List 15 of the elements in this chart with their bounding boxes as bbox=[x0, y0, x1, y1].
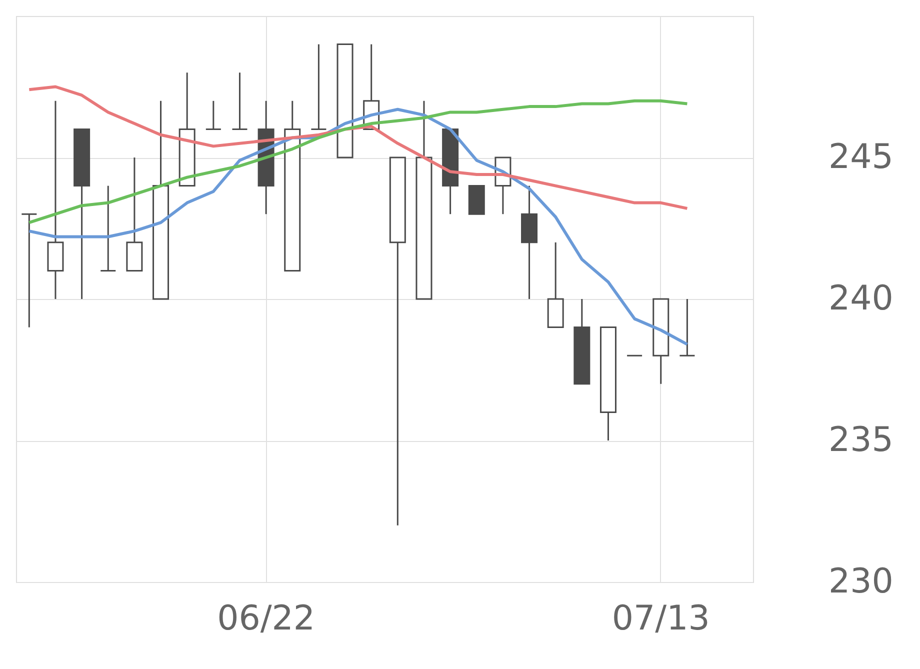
candlestick bbox=[678, 298, 696, 356]
x-tick-label: 07/13 bbox=[612, 598, 710, 638]
candlestick bbox=[310, 44, 327, 130]
line-series bbox=[28, 85, 689, 210]
line-series bbox=[28, 108, 689, 346]
line-series bbox=[28, 99, 689, 224]
candlestick bbox=[100, 185, 116, 272]
y-tick-label: 235 bbox=[828, 420, 894, 460]
candlestick bbox=[231, 72, 248, 130]
y-tick-label: 230 bbox=[828, 562, 894, 602]
candlestick bbox=[205, 100, 222, 130]
y-tick-label: 240 bbox=[828, 278, 894, 318]
y-tick-label: 245 bbox=[828, 137, 894, 177]
x-tick-label: 06/22 bbox=[217, 598, 316, 638]
candlestick bbox=[20, 213, 38, 328]
